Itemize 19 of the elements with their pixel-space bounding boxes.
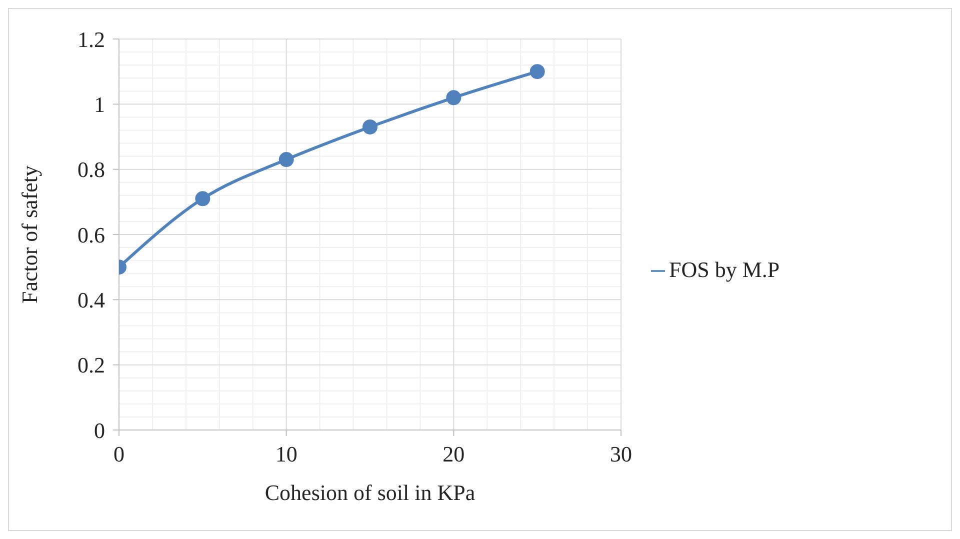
point: [195, 191, 210, 206]
x-tick-label: 20: [442, 442, 465, 467]
y-tick-label: 0.4: [78, 287, 105, 312]
y-axis-title: Factor of safety: [16, 165, 42, 304]
y-tick-label: 0.2: [78, 352, 105, 378]
y-tick-label: 0: [94, 418, 105, 443]
point: [446, 90, 462, 106]
x-tick-label: 10: [275, 442, 298, 467]
x-tick-label: 30: [610, 442, 632, 467]
legend-label: FOS by M.P: [669, 256, 780, 282]
y-tick-label: 0.8: [78, 157, 105, 182]
point: [530, 64, 545, 80]
y-tick-label: 1.2: [78, 26, 105, 52]
x-tick-label: 0: [114, 442, 124, 467]
y-tick-label: 1: [94, 92, 105, 117]
point: [362, 119, 378, 134]
y-tick-label: 0.6: [78, 222, 105, 248]
point: [278, 152, 294, 168]
x-axis-title: Cohesion of soil in KPa: [264, 480, 476, 505]
